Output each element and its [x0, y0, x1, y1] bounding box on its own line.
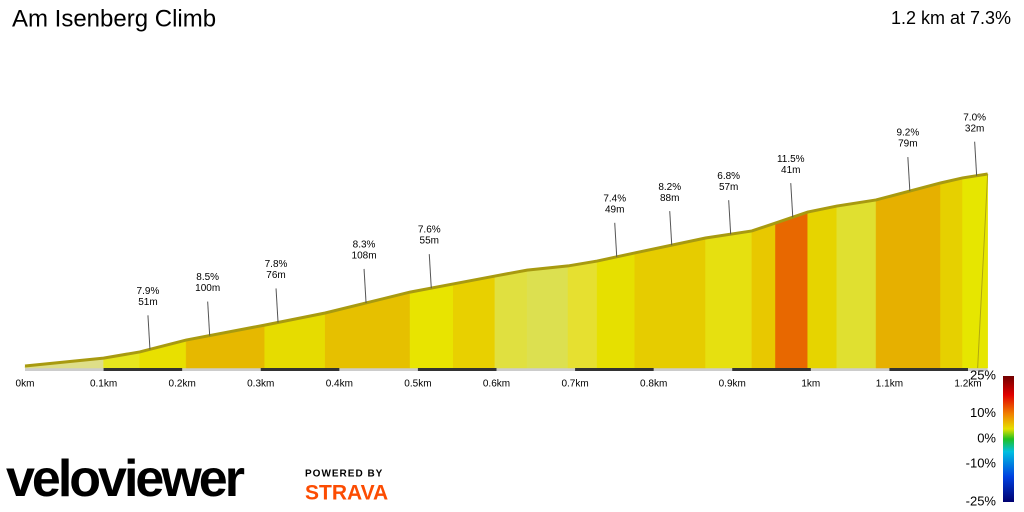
annotation-pointer — [790, 183, 794, 218]
annotation-pointer — [974, 141, 978, 176]
chart-title: Am Isenberg Climb — [12, 5, 216, 32]
x-tick-label: 0.9km — [719, 379, 746, 390]
profile-segment — [775, 211, 808, 369]
powered-by: POWERED BY — [305, 469, 383, 480]
profile-segment — [807, 205, 838, 369]
annotation-grade: 7.0% — [963, 112, 986, 123]
x-tick-label: 0.3km — [247, 379, 274, 390]
annotation-length: 49m — [605, 204, 624, 215]
annotation-pointer — [614, 222, 618, 257]
annotation-grade: 8.3% — [353, 240, 376, 251]
profile-segment — [751, 222, 776, 369]
annotation-pointer — [275, 288, 279, 323]
profile-segment — [962, 173, 988, 369]
colorbar-tick-label: 10% — [970, 405, 996, 420]
profile-end — [977, 173, 989, 369]
x-tick-label: 0.4km — [326, 379, 353, 390]
x-tick-label: 0km — [16, 379, 35, 390]
x-tick-label: 0.7km — [561, 379, 588, 390]
profile-segment — [634, 237, 706, 369]
annotation-length: 108m — [352, 251, 377, 262]
annotation-grade: 8.5% — [196, 272, 219, 283]
profile-segment — [940, 177, 963, 369]
annotation-pointer — [363, 268, 367, 303]
annotation-length: 57m — [719, 182, 738, 193]
annotation-pointer — [669, 211, 673, 246]
annotation-length: 76m — [266, 270, 285, 281]
annotation-pointer — [147, 315, 151, 350]
annotation-grade: 9.2% — [896, 128, 919, 139]
colorbar — [1003, 376, 1014, 502]
x-tick-label: 0.2km — [169, 379, 196, 390]
colorbar-tick-label: 0% — [977, 430, 996, 445]
annotation-length: 41m — [781, 165, 800, 176]
x-tick-label: 0.1km — [90, 379, 117, 390]
x-tick-label: 0.8km — [640, 379, 667, 390]
profile-segment — [875, 182, 941, 369]
chart-subtitle: 1.2 km at 7.3% — [891, 8, 1011, 28]
annotation-grade: 7.6% — [418, 225, 441, 236]
x-tick-label: 1.2km — [954, 379, 981, 390]
annotation-length: 79m — [898, 139, 917, 150]
profile-segment — [409, 283, 454, 369]
annotation-grade: 7.9% — [137, 286, 160, 297]
annotation-grade: 7.8% — [265, 259, 288, 270]
profile-segment — [264, 312, 326, 369]
annotation-grade: 11.5% — [777, 154, 805, 165]
profile-edge — [24, 172, 988, 368]
x-tick-label: 1km — [801, 379, 820, 390]
annotation-pointer — [207, 301, 211, 336]
x-tick-label: 0.5km — [404, 379, 431, 390]
annotation-grade: 8.2% — [658, 182, 681, 193]
logo: veloviewer — [6, 450, 245, 508]
x-tick-label: 1.1km — [876, 379, 903, 390]
annotation-length: 100m — [195, 283, 220, 294]
profile-segment — [139, 339, 187, 369]
annotation-length: 51m — [138, 297, 157, 308]
annotation-pointer — [728, 200, 732, 235]
x-tick-label: 0.6km — [483, 379, 510, 390]
annotation-length: 55m — [420, 236, 439, 247]
annotation-pointer — [428, 254, 432, 289]
profile-segment — [494, 269, 528, 369]
annotation-grade: 7.4% — [603, 193, 626, 204]
annotation-pointer — [907, 157, 911, 192]
annotation-grade: 6.8% — [717, 171, 740, 182]
profile-segment — [836, 199, 877, 369]
base-strip — [25, 368, 988, 371]
profile-segment — [705, 230, 753, 369]
strava: STRAVA — [305, 482, 388, 505]
profile-segment — [526, 265, 569, 369]
annotation-length: 32m — [965, 123, 984, 134]
profile-segment — [596, 252, 636, 369]
colorbar-tick-label: -25% — [966, 493, 997, 508]
colorbar-tick-label: 25% — [970, 367, 996, 382]
colorbar-tick-label: -10% — [966, 456, 997, 471]
annotation-length: 88m — [660, 193, 679, 204]
profile-segment — [567, 260, 598, 369]
profile-segment — [453, 275, 496, 369]
